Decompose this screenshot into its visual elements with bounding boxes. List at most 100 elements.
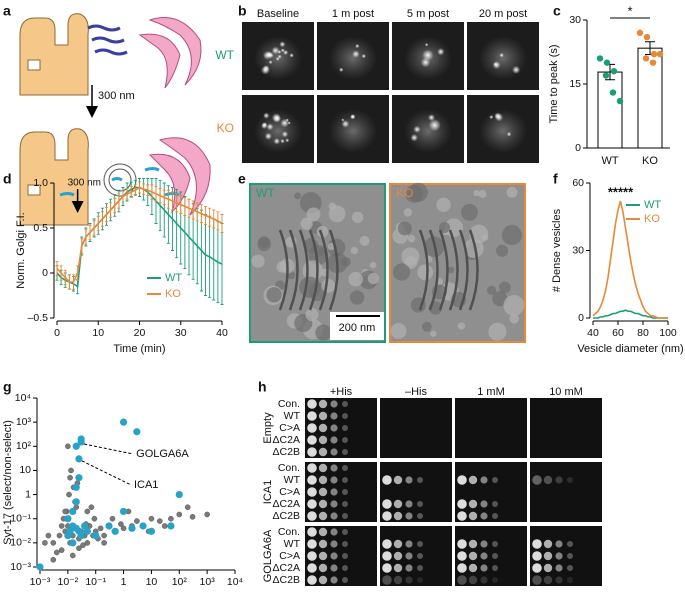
colony: [307, 487, 317, 497]
em-texture: [315, 324, 332, 341]
colony: [330, 400, 338, 408]
em-cisterna: [428, 229, 439, 311]
cell-haze: [404, 109, 452, 153]
data-point: [83, 527, 91, 535]
data-point: [119, 507, 128, 516]
colony: [543, 575, 553, 585]
x-axis-label: Vesicle diameter (nm): [577, 343, 683, 355]
colony: [318, 475, 328, 485]
data-point: [650, 50, 658, 58]
em-cisterna: [458, 229, 469, 311]
colony: [330, 464, 338, 472]
data-point: [62, 508, 68, 515]
data-point: [72, 498, 80, 506]
em-cisterna: [318, 229, 329, 311]
data-point: [75, 474, 83, 482]
em-texture: [503, 294, 525, 316]
y-tick-label: 10²: [16, 440, 32, 452]
y-tick-label: 0.5: [33, 222, 48, 234]
y-axis-label: # Dense vesicles: [551, 208, 563, 292]
colony: [342, 449, 348, 455]
data-point: [168, 515, 174, 522]
plate: [305, 398, 377, 458]
data-point: [642, 55, 650, 62]
y-axis-label: Norm. Golgi F.I.: [15, 212, 27, 288]
data-point: [101, 532, 107, 539]
colony: [342, 501, 348, 507]
puncta: [355, 43, 360, 49]
panel-label: c: [553, 3, 561, 19]
puncta: [422, 49, 434, 61]
colony: [532, 551, 542, 561]
puncta: [361, 53, 366, 59]
colony: [330, 448, 338, 456]
colony: [330, 500, 338, 508]
colony: [318, 447, 328, 457]
puncta: [499, 52, 504, 58]
colony: [342, 465, 348, 471]
bar: [597, 71, 623, 149]
em-cisterna: [328, 229, 339, 311]
data-point: [72, 483, 80, 491]
y-tick-label: 10⁻²: [10, 537, 31, 549]
plate: [380, 462, 452, 522]
x-tick-label: 10⁻¹: [85, 576, 106, 588]
puncta: [350, 114, 356, 120]
data-point: [656, 50, 664, 58]
colony: [393, 475, 403, 485]
panel-label: a: [3, 3, 11, 19]
legend-label: WT: [644, 199, 661, 211]
colony: [480, 512, 488, 520]
colony: [330, 424, 338, 432]
y-tick-label: 0: [578, 312, 584, 324]
colony: [318, 511, 328, 521]
plate: [530, 526, 602, 586]
data-point: [69, 507, 77, 516]
bar: [637, 47, 663, 149]
data-point: [45, 532, 52, 539]
em-texture: [369, 261, 377, 269]
y-tick-label: 10: [19, 464, 31, 476]
em-texture: [407, 234, 416, 243]
colony: [330, 540, 338, 548]
data-point: [610, 68, 618, 75]
colony: [318, 435, 328, 445]
puncta: [263, 112, 270, 119]
data-point: [189, 514, 196, 520]
em-cisterna: [308, 229, 319, 311]
x-tick-label: 0: [54, 327, 60, 339]
data-point: [147, 527, 156, 535]
y-tick-label: 10³: [16, 416, 32, 428]
colony: [393, 539, 403, 549]
data-point: [133, 428, 141, 436]
row-label: C>A: [279, 422, 300, 434]
annotation: ICA1: [134, 479, 158, 491]
colony: [555, 540, 563, 548]
data-point: [69, 552, 76, 559]
em-texture: [350, 246, 359, 255]
colony: [543, 475, 553, 485]
x-tick-label: 30: [175, 327, 187, 339]
colony: [555, 552, 563, 560]
y-tick-label: 30: [569, 14, 581, 26]
puncta: [273, 114, 282, 123]
em-texture: [294, 192, 302, 200]
colony: [457, 551, 467, 561]
x-tick-label: 10⁴: [227, 576, 243, 588]
data-point: [139, 522, 147, 530]
colony: [532, 475, 542, 485]
em-texture: [401, 247, 420, 266]
data-point: [80, 542, 86, 548]
em-texture: [499, 281, 511, 294]
cell: [19, 13, 89, 96]
significance: *: [627, 3, 632, 18]
column-header: 1 mM: [477, 386, 505, 398]
colony: [330, 564, 338, 572]
em-texture: [359, 235, 370, 246]
colony: [330, 528, 338, 536]
x-tick-label: 20: [134, 327, 146, 339]
panel-label: d: [3, 171, 12, 187]
puncta: [287, 121, 291, 125]
row-label: ΔC2A: [273, 434, 300, 446]
